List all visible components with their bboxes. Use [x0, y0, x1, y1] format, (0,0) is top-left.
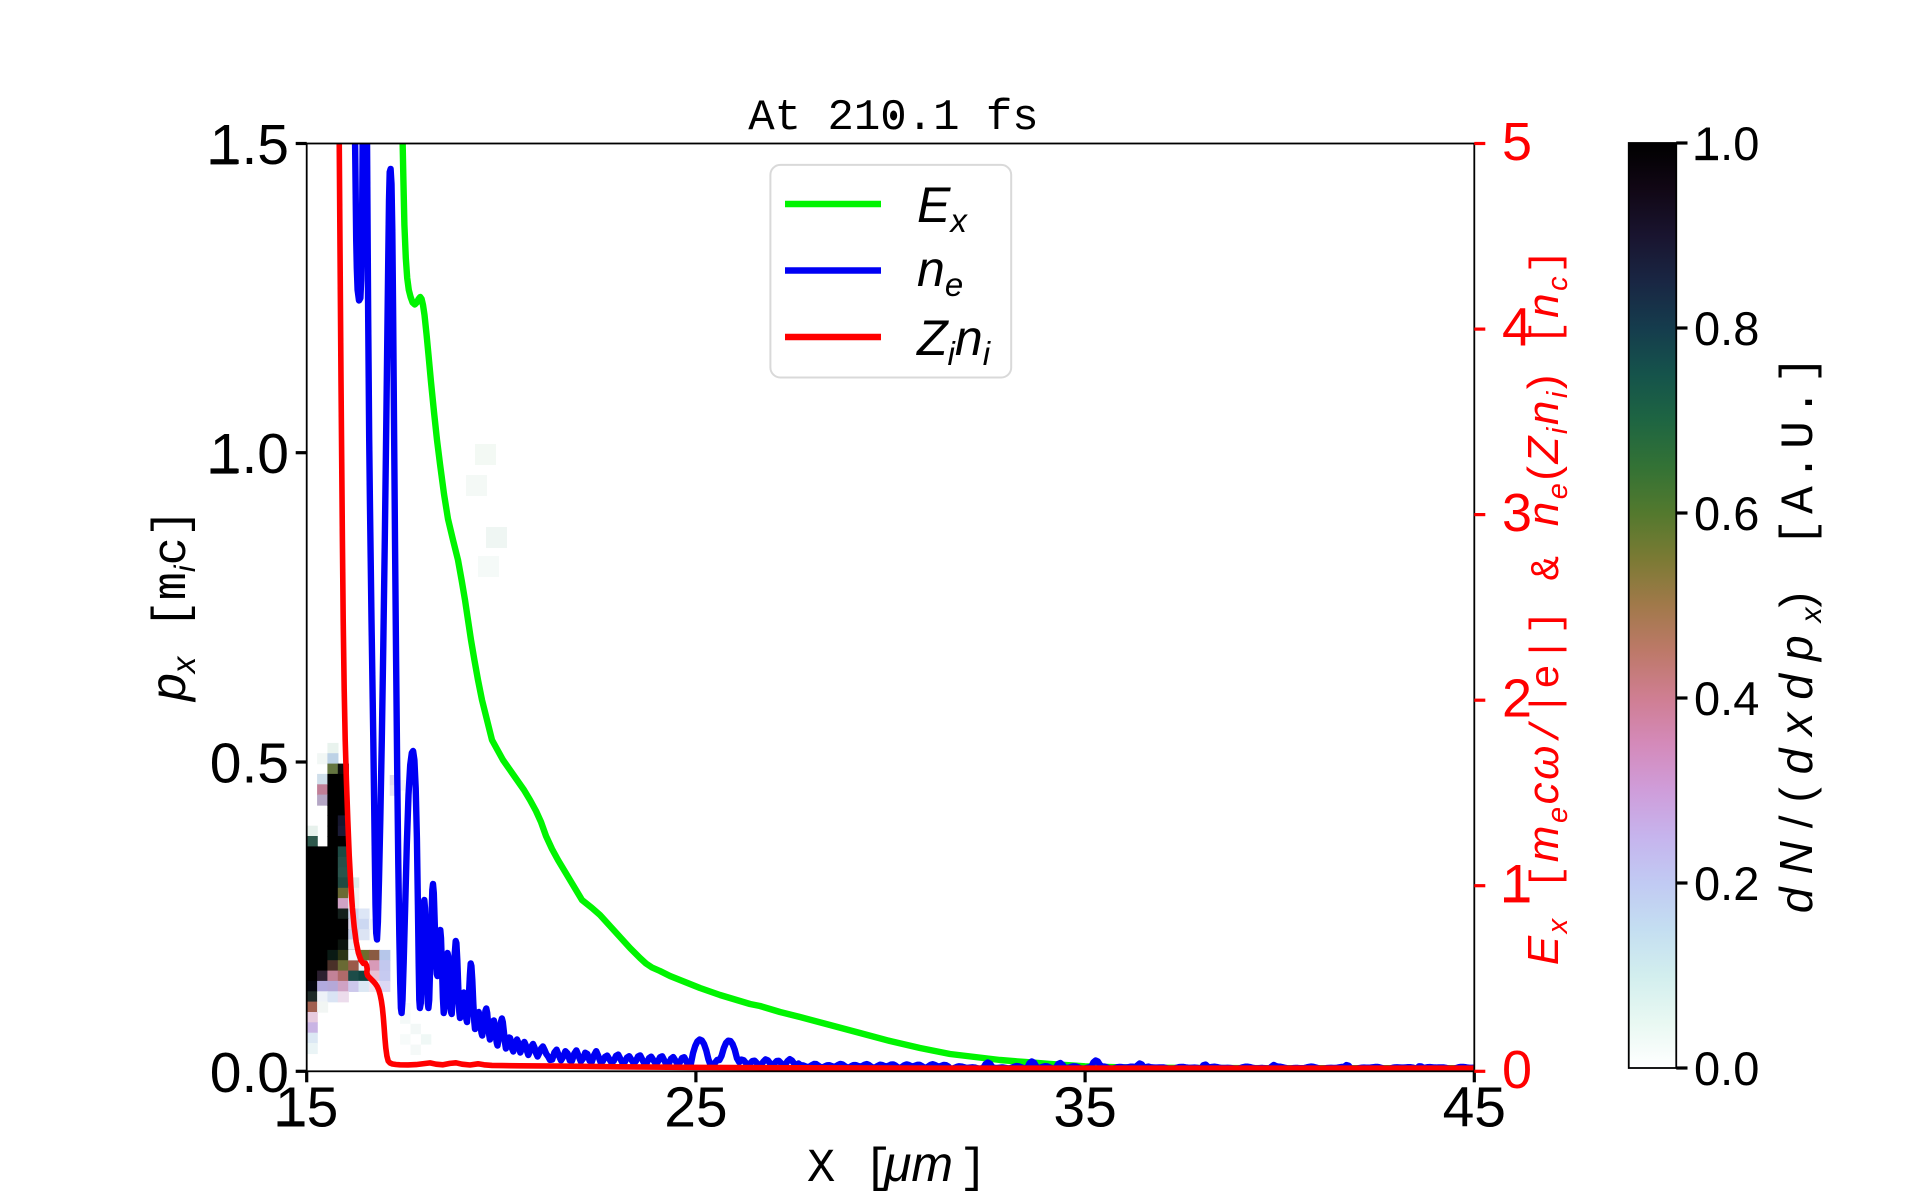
- svg-text:Zini: Zini: [916, 310, 992, 372]
- svg-text:[: [: [864, 1143, 892, 1196]
- svg-text:0.4: 0.4: [1694, 672, 1759, 725]
- svg-text:45: 45: [1443, 1076, 1506, 1140]
- svg-text:Ex: Ex: [917, 177, 968, 239]
- svg-text:0.0: 0.0: [210, 1041, 289, 1105]
- svg-text:1: 1: [1502, 854, 1532, 914]
- svg-text:2: 2: [1502, 669, 1532, 729]
- svg-text:0.2: 0.2: [1694, 857, 1759, 910]
- svg-text:0.5: 0.5: [210, 732, 289, 796]
- svg-text:5: 5: [1502, 112, 1532, 172]
- svg-text:3: 3: [1502, 483, 1532, 543]
- svg-text:25: 25: [664, 1076, 727, 1140]
- svg-text:X: X: [807, 1143, 835, 1196]
- svg-text:Ex [mecω/|e|] & ne(Zini) [nc]: Ex [mecω/|e|] & ne(Zini) [nc]: [1519, 247, 1574, 966]
- svg-text:dN/(dxdpx) [A.U.]: dN/(dxdpx) [A.U.]: [1770, 351, 1828, 913]
- svg-text:15: 15: [275, 1076, 338, 1140]
- svg-text:0.0: 0.0: [1694, 1042, 1759, 1095]
- svg-text:0.6: 0.6: [1694, 487, 1759, 540]
- svg-text:1.0: 1.0: [210, 422, 289, 486]
- svg-text:px [mic]: px [mic]: [140, 509, 202, 703]
- svg-text:1.0: 1.0: [1694, 117, 1759, 170]
- svg-text:1.5: 1.5: [210, 113, 289, 177]
- svg-text:0: 0: [1502, 1040, 1532, 1100]
- svg-text:0.8: 0.8: [1694, 302, 1759, 355]
- svg-text:]: ]: [959, 1143, 987, 1196]
- svg-text:4: 4: [1502, 298, 1532, 358]
- svg-text:35: 35: [1053, 1076, 1116, 1140]
- svg-text:μm: μm: [882, 1136, 953, 1192]
